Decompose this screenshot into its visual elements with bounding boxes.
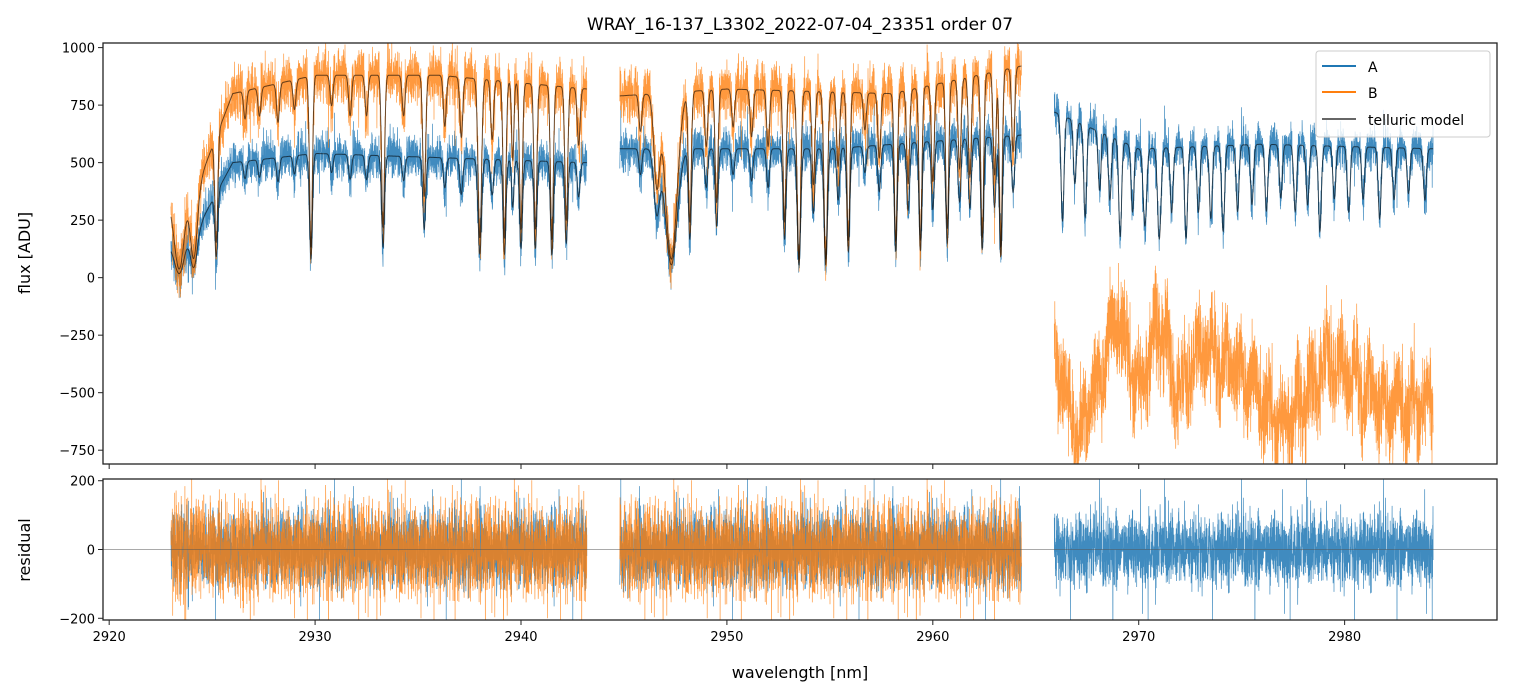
- series-b-residual-line: [170, 479, 1022, 620]
- flux-y-tick-label: −750: [59, 444, 95, 459]
- flux-y-tick-label: 0: [87, 272, 95, 287]
- flux-y-tick-label: 250: [70, 214, 95, 229]
- y-axis-label-flux: flux [ADU]: [15, 212, 34, 294]
- flux-y-tick-label: 750: [70, 99, 95, 114]
- flux-axes-frame: [102, 42, 1498, 465]
- legend-label-model: telluric model: [1368, 113, 1464, 129]
- x-tick-label: 2930: [299, 630, 332, 645]
- x-tick-label: 2940: [504, 630, 537, 645]
- residual-y-tick-label: 0: [87, 544, 95, 559]
- chart-title: WRAY_16-137_L3302_2022-07-04_23351 order…: [587, 15, 1013, 35]
- telluric-model-a-line: [170, 111, 1434, 275]
- flux-y-tick-label: 1000: [62, 42, 95, 57]
- telluric-model-b-line: [170, 65, 1022, 270]
- x-tick-label: 2970: [1122, 630, 1155, 645]
- flux-plot-area: [170, 43, 1434, 464]
- x-tick-label: 2950: [710, 630, 743, 645]
- legend-label-a: A: [1368, 60, 1378, 76]
- residual-y-tick-label: 200: [70, 475, 95, 490]
- series-b-flux-line: [170, 43, 1434, 464]
- flux-y-tick-label: 500: [70, 157, 95, 172]
- residual-y-tick-label: −200: [59, 612, 95, 627]
- x-axis-label: wavelength [nm]: [732, 663, 869, 682]
- legend: A B telluric model: [1315, 50, 1491, 138]
- y-axis-label-residual: residual: [15, 518, 34, 581]
- legend-label-b: B: [1368, 86, 1378, 102]
- residual-plot-area: [103, 479, 1497, 620]
- flux-y-tick-label: −500: [59, 387, 95, 402]
- x-tick-label: 2920: [93, 630, 126, 645]
- x-tick-label: 2960: [916, 630, 949, 645]
- x-tick-label: 2980: [1328, 630, 1361, 645]
- flux-y-tick-label: −250: [59, 329, 95, 344]
